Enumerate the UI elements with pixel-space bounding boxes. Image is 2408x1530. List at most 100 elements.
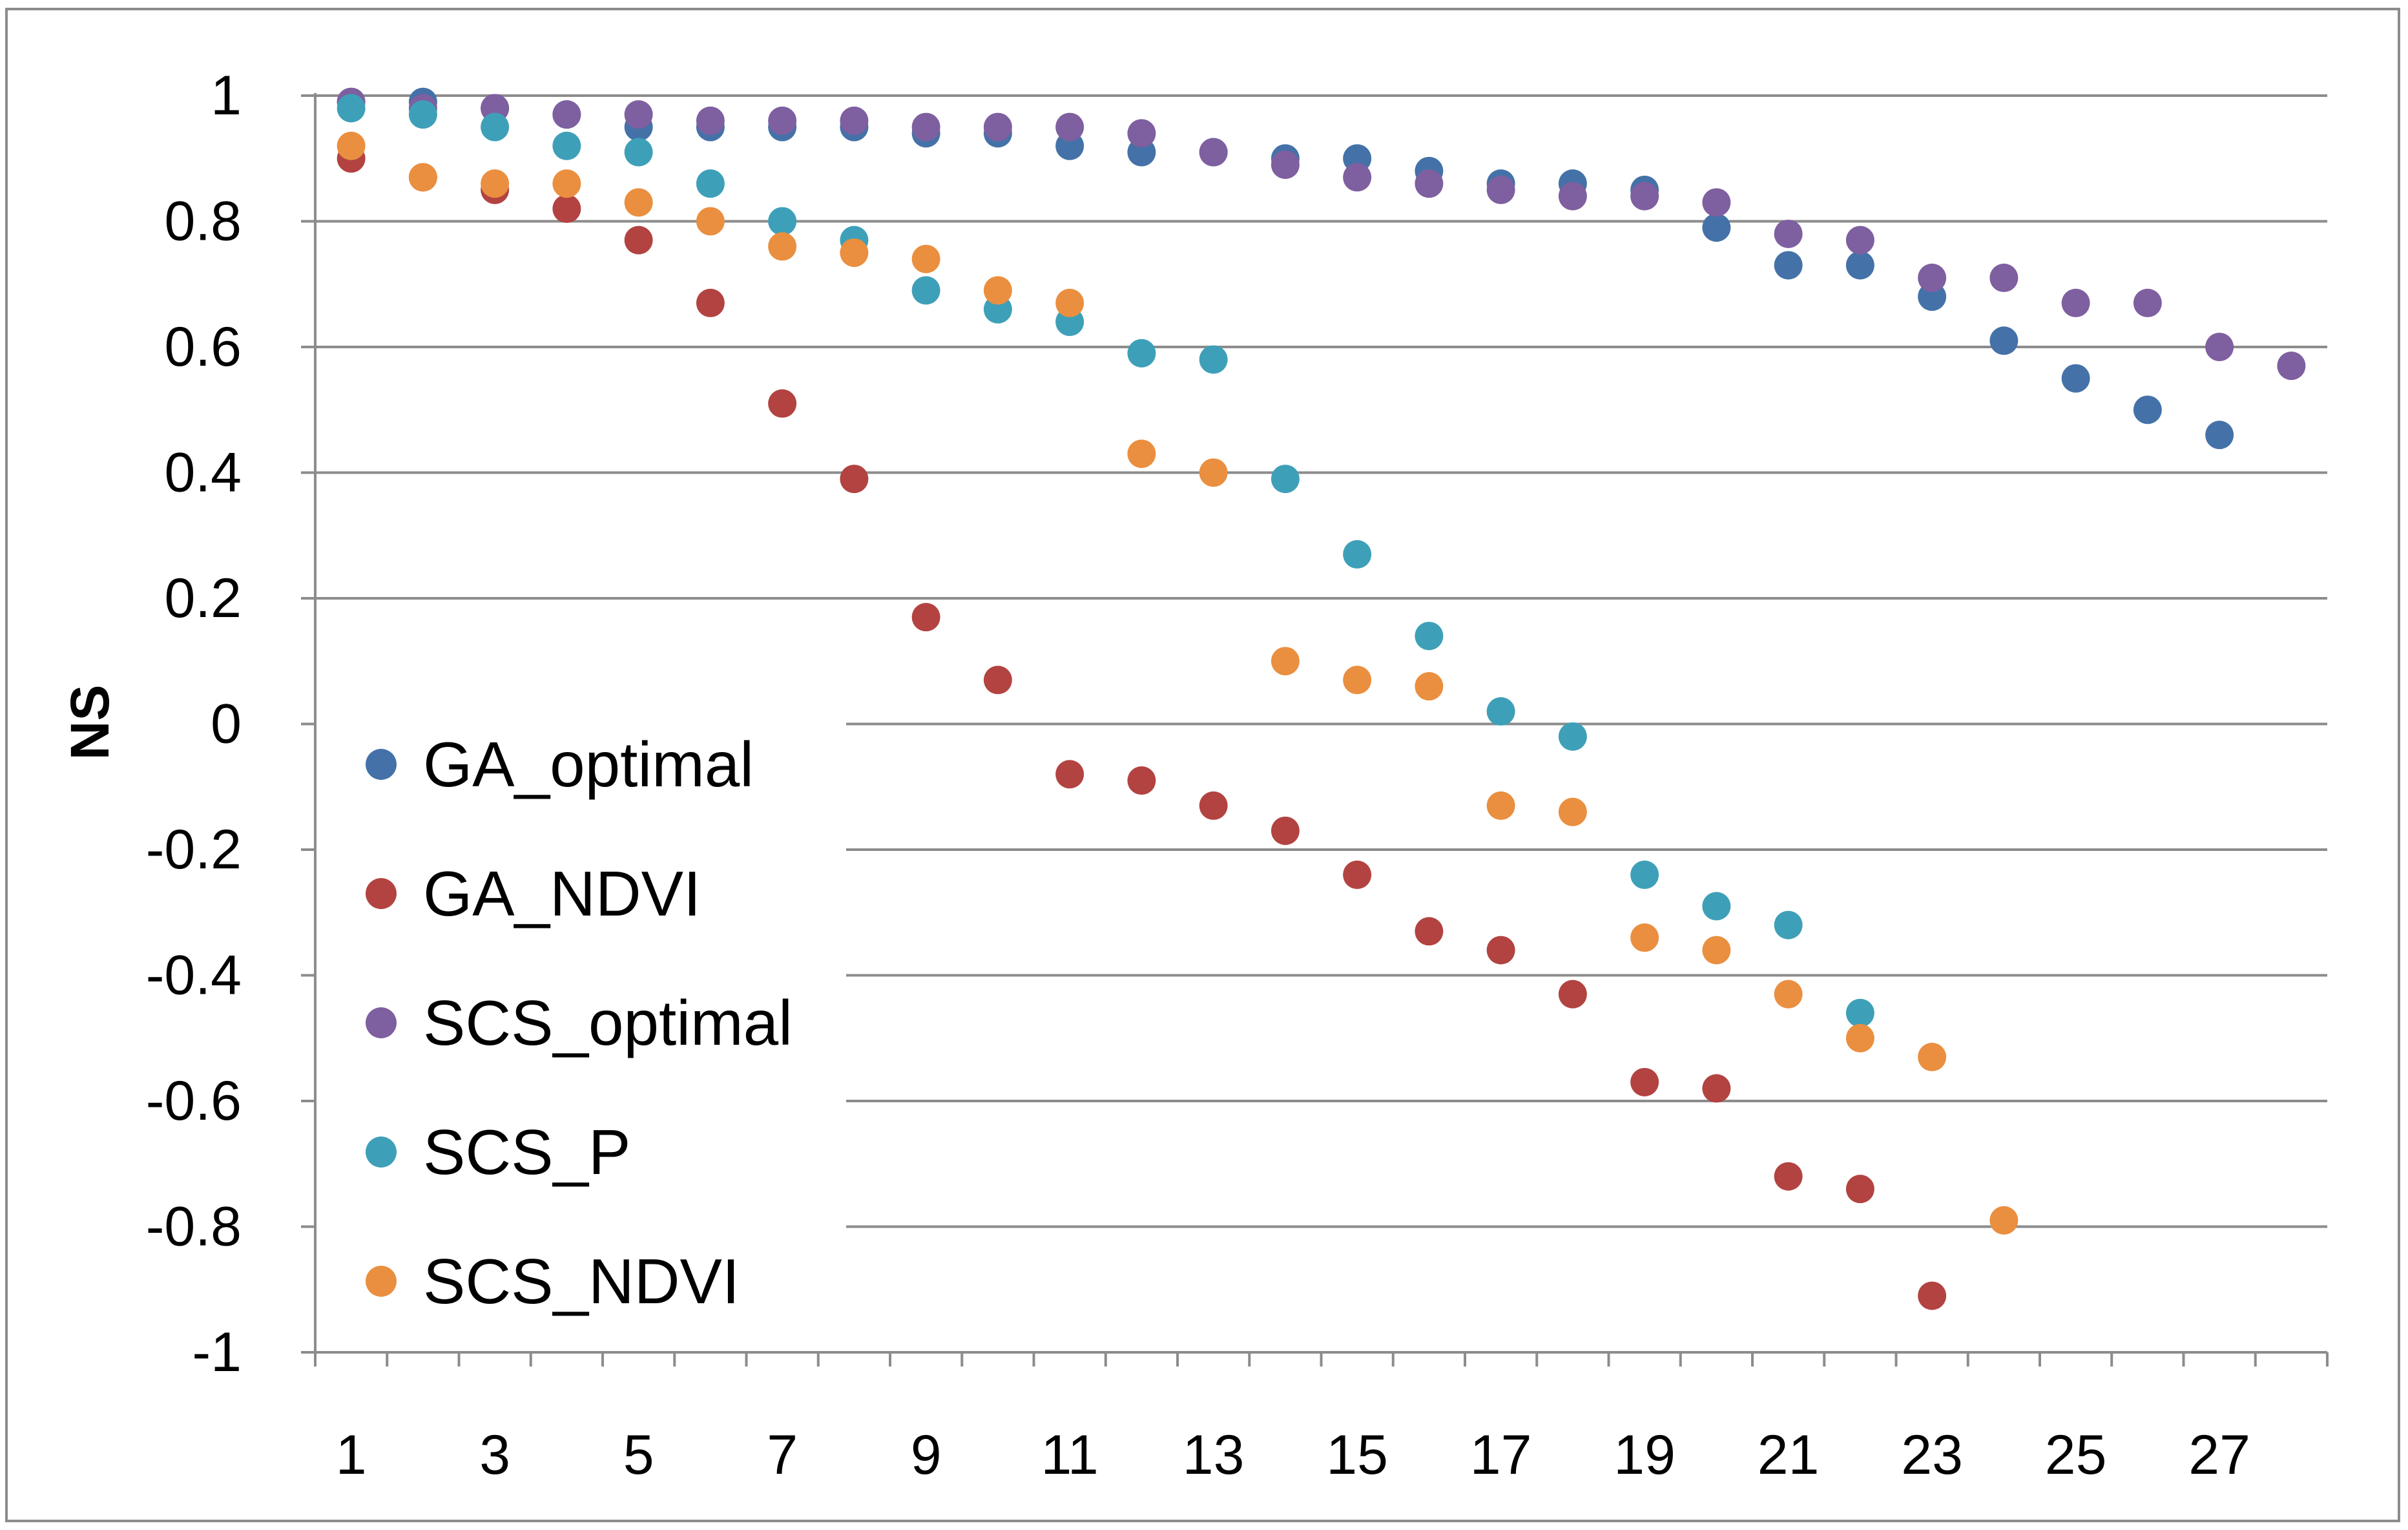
data-point [1774, 219, 1803, 248]
x-tick-label: 23 [1901, 1424, 1963, 1486]
data-point [1845, 1023, 1874, 1053]
data-point [624, 188, 653, 217]
data-point [1343, 665, 1372, 695]
data-point [768, 207, 797, 236]
series-SCS_NDVI [337, 131, 2019, 1235]
data-point [983, 276, 1012, 305]
axis-layer: 10.80.60.40.20-0.2-0.4-0.6-0.8-11 3 5 7 9 11 1… [146, 65, 2329, 1486]
data-point [1989, 1206, 2019, 1235]
x-tick-label: 13 [1183, 1424, 1245, 1486]
data-point [1127, 439, 1156, 468]
x-tick-label: 11 [1041, 1424, 1098, 1486]
data-point [2205, 333, 2234, 361]
x-tick-label: 25 [2045, 1424, 2107, 1486]
legend-marker [366, 749, 397, 780]
data-point [408, 163, 437, 192]
data-point [911, 112, 940, 141]
data-point [1199, 345, 1228, 374]
data-point [696, 288, 725, 317]
data-point [1486, 936, 1515, 965]
data-point [2133, 288, 2162, 317]
x-tick-label: 21 [1758, 1424, 1820, 1486]
legend-item: GA_NDVI [366, 858, 701, 929]
data-point [1486, 791, 1515, 820]
data-point [624, 138, 653, 167]
data-point [552, 131, 581, 160]
grid-layer [315, 94, 2327, 1228]
y-tick-label: -1 [192, 1321, 242, 1383]
legend: GA_optimal GA_NDVI SCS_optimal SCS_P SCS_NDV… [366, 729, 793, 1317]
data-point [1774, 251, 1803, 280]
data-point [696, 169, 725, 198]
data-point [1918, 1281, 1947, 1310]
data-point [1127, 339, 1156, 368]
y-axis-title: NS [59, 685, 120, 760]
data-point [1702, 936, 1731, 965]
data-point [911, 276, 940, 305]
data-point [1558, 182, 1587, 211]
data-point [552, 194, 581, 224]
x-tick-label: 3 [479, 1424, 510, 1486]
legend-item: GA_optimal [366, 729, 754, 800]
data-point [768, 389, 797, 418]
data-point [1271, 465, 1300, 494]
data-point [624, 225, 653, 255]
data-point [337, 94, 366, 123]
data-point [2133, 395, 2162, 424]
data-point [408, 100, 437, 129]
data-point [1271, 816, 1300, 845]
y-tick-label: 0.8 [164, 191, 242, 253]
data-point [840, 106, 869, 135]
y-tick-label: 0.2 [164, 567, 242, 629]
data-point [1918, 264, 1947, 293]
data-point [1415, 917, 1444, 946]
x-tick-label: 17 [1470, 1424, 1532, 1486]
x-tick-label: 27 [2188, 1424, 2250, 1486]
data-point [1918, 1042, 1947, 1071]
data-point [337, 131, 366, 160]
data-point [1343, 163, 1372, 192]
legend-label: SCS_P [423, 1116, 630, 1188]
data-point [1199, 458, 1228, 487]
data-point [1845, 998, 1874, 1027]
series-GA_NDVI [337, 144, 1947, 1310]
x-tick-label: 19 [1614, 1424, 1676, 1486]
y-tick-label: -0.4 [146, 945, 242, 1007]
data-point [481, 169, 510, 198]
data-point [1774, 910, 1803, 939]
data-point [1630, 182, 1659, 211]
data-point [1415, 169, 1444, 198]
chart-frame [5, 8, 2400, 1522]
data-point [1989, 326, 2019, 355]
data-point [552, 100, 581, 129]
data-point [1415, 622, 1444, 651]
data-point [624, 100, 653, 129]
data-point [1415, 672, 1444, 701]
x-tick-label: 1 [336, 1424, 367, 1486]
data-point [768, 106, 797, 135]
data-point [768, 232, 797, 261]
legend-marker [366, 878, 397, 909]
data-layer [337, 87, 2306, 1310]
legend-item: SCS_P [366, 1116, 630, 1188]
data-point [1055, 760, 1085, 789]
data-point [2277, 351, 2306, 381]
data-point [1845, 251, 1874, 280]
data-point [1558, 797, 1587, 826]
data-point [2061, 364, 2090, 393]
y-tick-label: -0.2 [146, 819, 242, 881]
data-point [1702, 892, 1731, 921]
data-point [1127, 119, 1156, 148]
x-tick-label: 5 [623, 1424, 654, 1486]
data-point [911, 603, 940, 632]
data-point [1558, 722, 1587, 751]
data-point [1055, 288, 1085, 317]
data-point [1343, 860, 1372, 889]
series-SCS_P [337, 94, 1874, 1027]
data-point [1486, 175, 1515, 204]
y-tick-label: 1 [211, 65, 242, 127]
y-tick-label: -0.6 [146, 1070, 242, 1132]
data-point [983, 112, 1012, 141]
data-point [1630, 860, 1659, 889]
